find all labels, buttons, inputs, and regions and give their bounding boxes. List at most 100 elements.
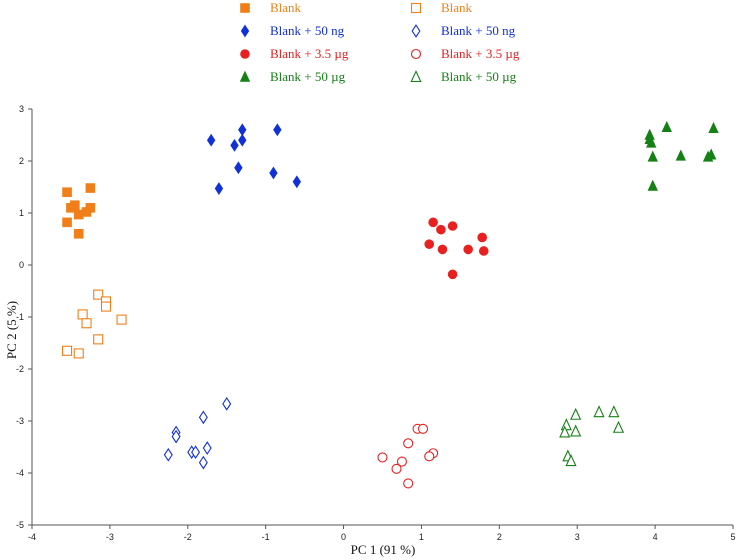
- legend-item: Blank: [240, 0, 302, 15]
- legend-label: Blank + 3.5 µg: [270, 46, 349, 61]
- x-tick-label: 2: [497, 532, 502, 542]
- legend: Blank Blank + 50 ng Blank + 3.5 µg Blank + …: [239, 0, 520, 84]
- data-point: [559, 425, 571, 438]
- y-tick-label: -5: [16, 520, 24, 530]
- series-open-square: [61, 289, 127, 359]
- data-point: [206, 133, 216, 147]
- x-tick-label: 3: [575, 532, 580, 542]
- data-point: [100, 301, 112, 312]
- data-point: [396, 456, 408, 467]
- data-point: [61, 345, 73, 356]
- series-filled-circle: [424, 217, 489, 280]
- data-point: [647, 150, 658, 162]
- data-point: [222, 396, 232, 411]
- data-point: [403, 478, 414, 489]
- data-point: [463, 244, 473, 255]
- series-filled-diamond: [206, 123, 302, 195]
- data-point: [424, 239, 435, 249]
- data-point: [644, 132, 655, 144]
- series-filled-triangle: [644, 120, 719, 191]
- x-tick-label: -4: [28, 532, 36, 542]
- data-point: [62, 187, 72, 197]
- y-tick-label: 2: [19, 156, 24, 166]
- data-point: [565, 454, 577, 467]
- x-tick-label: -3: [106, 532, 114, 542]
- legend-marker: [411, 24, 421, 38]
- legend-item: Blank + 50 ng: [411, 23, 516, 38]
- data-point: [593, 405, 605, 418]
- data-point: [608, 405, 620, 418]
- x-axis-label: PC 1 (91 %): [351, 542, 416, 557]
- data-point: [377, 452, 388, 463]
- y-tick-label: -2: [16, 364, 24, 374]
- data-point: [62, 217, 72, 228]
- x-tick-label: -2: [184, 532, 192, 542]
- legend-label: Blank + 3.5 µg: [441, 46, 520, 61]
- data-point: [93, 334, 104, 345]
- data-point: [647, 179, 658, 191]
- data-point: [428, 217, 438, 228]
- data-point: [198, 410, 208, 425]
- data-point: [116, 314, 127, 325]
- data-point: [214, 182, 224, 195]
- data-point: [570, 424, 582, 437]
- y-axis-label: PC 2 (5 %): [4, 301, 19, 359]
- data-point: [77, 309, 88, 320]
- legend-label: Blank: [441, 0, 473, 15]
- legend-label: Blank + 50 µg: [270, 69, 346, 84]
- legend-item: Blank: [410, 0, 473, 15]
- series-open-diamond: [163, 396, 232, 470]
- data-point: [560, 418, 572, 431]
- y-tick-label: -3: [16, 416, 24, 426]
- data-point: [198, 455, 208, 470]
- data-point: [447, 269, 458, 280]
- legend-item: Blank + 50 µg: [410, 69, 517, 84]
- data-point: [705, 148, 717, 160]
- x-tick-label: -1: [262, 532, 270, 542]
- axes: -4 -3 -2 -1 0 1 2 3 4 5 3 2 1 0 -1 -2 -3 -4 -5: [16, 104, 736, 542]
- x-tick-label: 5: [730, 532, 735, 542]
- x-tick-label: 0: [341, 532, 346, 542]
- data-point: [81, 318, 92, 329]
- data-point: [73, 348, 84, 359]
- data-point: [478, 246, 489, 256]
- legend-marker: [410, 2, 422, 14]
- y-tick-label: -1: [16, 312, 24, 322]
- legend-marker: [410, 70, 422, 83]
- data-point: [273, 123, 282, 137]
- data-point: [612, 420, 625, 433]
- data-point: [70, 200, 80, 210]
- data-point: [191, 445, 201, 460]
- legend-label: Blank + 50 ng: [270, 23, 345, 38]
- legend-label: Blank: [270, 0, 302, 15]
- series-filled-square: [62, 183, 96, 239]
- data-point: [93, 289, 104, 300]
- data-point: [708, 121, 719, 134]
- data-point: [447, 221, 458, 231]
- data-point: [417, 423, 429, 434]
- data-point: [85, 203, 96, 213]
- x-tick-label: 4: [653, 532, 658, 542]
- legend-marker: [240, 24, 250, 38]
- legend-item: Blank + 50 ng: [240, 23, 345, 38]
- data-point: [269, 166, 278, 180]
- data-point: [437, 244, 448, 255]
- legend-marker: [240, 3, 250, 13]
- data-point: [292, 175, 302, 189]
- legend-marker: [410, 48, 422, 60]
- legend-item: Blank + 3.5 µg: [240, 46, 349, 61]
- data-point: [230, 139, 239, 152]
- data-point: [234, 161, 243, 175]
- data-point: [238, 133, 247, 147]
- series-open-triangle: [559, 405, 625, 467]
- data-point: [403, 438, 414, 449]
- legend-item: Blank + 3.5 µg: [410, 46, 520, 61]
- legend-marker: [239, 70, 251, 82]
- legend-item: Blank + 50 µg: [239, 69, 346, 84]
- data-point: [171, 429, 181, 444]
- series-open-circle: [377, 423, 439, 489]
- data-point: [73, 229, 84, 239]
- data-point: [675, 149, 687, 161]
- y-tick-label: 0: [19, 260, 24, 270]
